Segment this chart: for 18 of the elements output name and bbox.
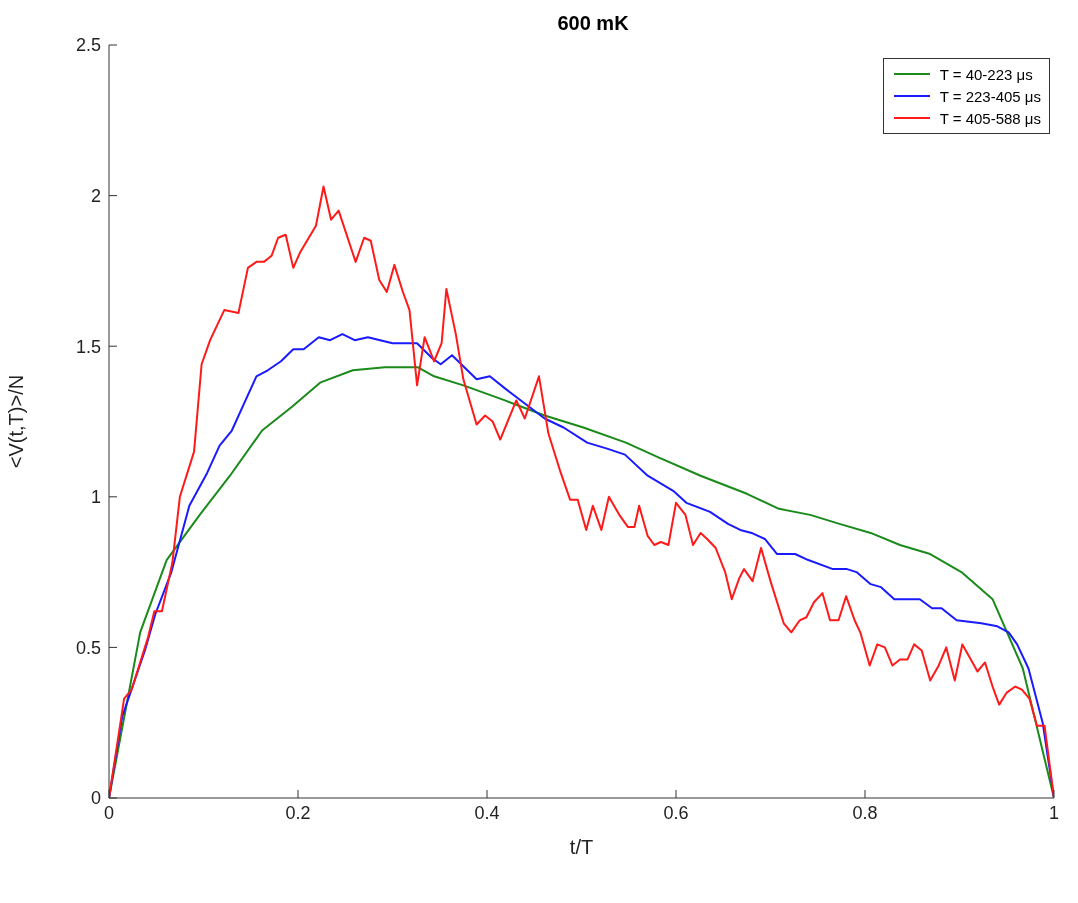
chart-title: 600 mK [556,12,630,35]
x-tick-label: 0 [103,802,115,823]
y-axis-title: <V(t,T)>/N [5,374,28,469]
y-tick-label: 2.5 [75,35,101,56]
x-tick-label: 0.4 [474,802,500,823]
x-axis-title: t/T [569,836,594,858]
legend-label: T = 405-588 μs [939,109,1041,127]
y-tick-label: 2 [90,185,101,206]
legend-label: T = 223-405 μs [939,87,1041,105]
y-tick-label: 0.5 [75,637,101,658]
x-tick-label: 1 [1048,802,1060,823]
x-tick-label: 0.8 [852,802,878,823]
y-tick-label: 1.5 [75,336,101,357]
y-tick-label: 0 [90,788,101,809]
y-tick-label: 1 [90,487,101,508]
x-tick-label: 0.2 [285,802,311,823]
legend-label: T = 40-223 μs [939,65,1033,83]
x-tick-label: 0.6 [663,802,689,823]
